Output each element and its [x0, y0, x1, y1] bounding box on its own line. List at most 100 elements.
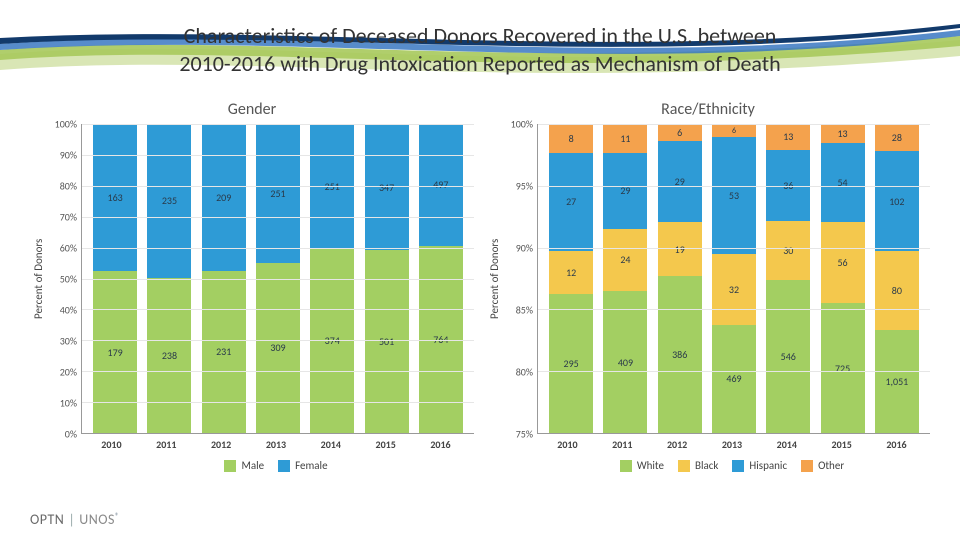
gridline: [82, 340, 474, 341]
segment-value: 546: [781, 350, 796, 363]
segment-value: 80: [892, 284, 902, 297]
segment-value: 725: [835, 362, 850, 375]
bar: 112924409: [603, 124, 647, 433]
segment-value: 238: [162, 349, 177, 362]
race-ylabel: Percent of Donors: [486, 124, 503, 434]
segment-value: 53: [729, 189, 739, 202]
xtick: 2010: [85, 438, 137, 451]
bar-segment-female: 209: [202, 124, 246, 271]
bar: 6 53 32 469: [712, 124, 756, 433]
legend-item-white: White: [620, 459, 664, 472]
page-title: Characteristics of Deceased Donors Recov…: [0, 22, 960, 77]
segment-value: 12: [566, 266, 576, 279]
race-bars: 8271229511292440962919386653324691336305…: [538, 124, 930, 433]
footer-logo: OPTN|UNOS®: [30, 511, 120, 528]
segment-value: 386: [672, 348, 687, 361]
segment-value: 209: [216, 191, 231, 204]
bar-segment-white: 469: [712, 325, 756, 433]
bar: 827 12 295: [549, 124, 593, 433]
legend-label: Other: [818, 459, 844, 472]
bar-segment-female: 235: [147, 124, 191, 278]
bar-segment-white: 725: [821, 303, 865, 433]
title-line-1: Characteristics of Deceased Donors Recov…: [184, 22, 777, 49]
ytick: 100%: [511, 118, 533, 131]
legend-item-female: Female: [278, 459, 327, 472]
ytick: 30%: [60, 335, 77, 348]
logo-separator: |: [68, 511, 75, 528]
bar-segment-female: 163: [93, 124, 137, 271]
gender-plot: 1631792352382092312513092513743475014977…: [81, 124, 474, 434]
xtick: 2012: [195, 438, 247, 451]
segment-value: 163: [108, 191, 123, 204]
bar-segment-black: 24: [603, 229, 647, 292]
xtick: 2015: [816, 438, 868, 451]
bar-segment-male: 231: [202, 271, 246, 433]
legend-swatch: [620, 460, 632, 472]
bar-segment-hispanic: 29: [658, 141, 702, 222]
ytick: 10%: [60, 397, 77, 410]
trademark-icon: ®: [115, 511, 120, 521]
bar-segment-hispanic: 54: [821, 143, 865, 222]
segment-value: 251: [270, 187, 285, 200]
gridline: [538, 124, 930, 125]
bar-segment-hispanic: 29: [603, 153, 647, 229]
legend-item-male: Male: [224, 459, 264, 472]
segment-value: 19: [675, 243, 685, 256]
ytick: 60%: [60, 242, 77, 255]
gridline: [82, 124, 474, 125]
bar: 13 54 56 725: [821, 124, 865, 433]
xtick: 2013: [706, 438, 758, 451]
bar-segment-female: 251: [256, 124, 300, 262]
segment-value: 6: [732, 126, 736, 136]
race-yaxis: 100%95%90%85%80%75%: [503, 124, 537, 434]
legend-label: Hispanic: [749, 459, 787, 472]
ytick: 90%: [516, 242, 533, 255]
segment-value: 56: [837, 256, 847, 269]
xtick: 2015: [360, 438, 412, 451]
xtick: 2016: [414, 438, 466, 451]
legend-swatch: [224, 460, 236, 472]
optn-logo-text: OPTN: [30, 511, 64, 528]
ytick: 0%: [65, 428, 77, 441]
bar-segment-other: 13: [821, 124, 865, 143]
bar-segment-hispanic: 102: [875, 151, 919, 251]
bar: 62919386: [658, 124, 702, 433]
ytick: 100%: [55, 118, 77, 131]
gridline: [82, 402, 474, 403]
legend-swatch: [678, 460, 690, 472]
race-chart-title: Race/Ethnicity: [486, 100, 930, 120]
segment-value: 295: [564, 357, 579, 370]
segment-value: 13: [837, 127, 847, 140]
segment-value: 11: [620, 132, 630, 145]
bar-segment-hispanic: 27: [549, 153, 593, 251]
segment-value: 179: [108, 346, 123, 359]
legend-label: Black: [695, 459, 718, 472]
gender-xaxis: 2010201120122013201420152016: [78, 434, 474, 451]
bar-segment-other: 8: [549, 124, 593, 153]
xtick: 2011: [596, 438, 648, 451]
ytick: 95%: [516, 180, 533, 193]
gridline: [82, 309, 474, 310]
xtick: 2013: [250, 438, 302, 451]
bar-segment-other: 13: [766, 124, 810, 150]
ytick: 90%: [60, 149, 77, 162]
bar: 133630546: [766, 124, 810, 433]
segment-value: 54: [837, 176, 847, 189]
title-line-2: 2010-2016 with Drug Intoxication Reporte…: [179, 50, 780, 77]
bar-segment-male: 309: [256, 263, 300, 434]
bar-segment-black: 12: [549, 251, 593, 294]
gridline: [82, 248, 474, 249]
bar-segment-black: 32: [712, 254, 756, 325]
segment-value: 501: [379, 335, 394, 348]
xtick: 2010: [541, 438, 593, 451]
segment-value: 28: [892, 131, 902, 144]
gridline: [538, 186, 930, 187]
gender-legend: Male Female: [78, 459, 474, 472]
segment-value: 469: [726, 372, 741, 385]
xtick: 2014: [305, 438, 357, 451]
bar-segment-other: 28: [875, 124, 919, 151]
xtick: 2012: [651, 438, 703, 451]
gridline: [82, 155, 474, 156]
segment-value: 1,051: [885, 375, 908, 388]
bar-segment-white: 386: [658, 276, 702, 433]
